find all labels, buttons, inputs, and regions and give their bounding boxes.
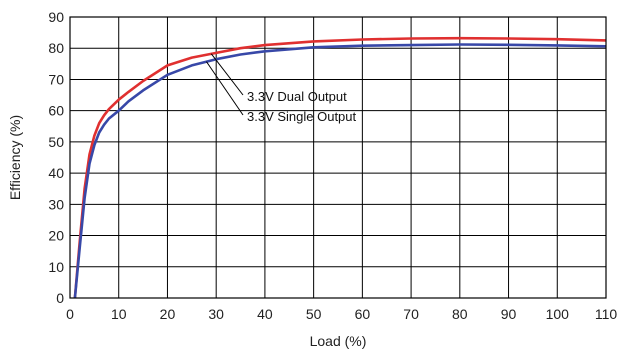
annotation-leader — [206, 61, 244, 116]
y-tick-label: 10 — [48, 259, 64, 275]
y-tick-label: 50 — [48, 134, 64, 150]
y-tick-label: 60 — [48, 103, 64, 119]
x-tick-label: 100 — [546, 306, 570, 322]
x-tick-label: 20 — [160, 306, 176, 322]
x-tick-label: 80 — [452, 306, 468, 322]
x-tick-label: 70 — [403, 306, 419, 322]
series-line-3-3v-single-output — [73, 43, 607, 299]
x-tick-label: 90 — [501, 306, 517, 322]
annotation-label: 3.3V Single Output — [247, 109, 357, 124]
x-axis-title: Load (%) — [310, 333, 367, 349]
x-tick-label: 50 — [306, 306, 322, 322]
x-tick-label: 110 — [595, 306, 618, 322]
plot-frame — [69, 16, 607, 299]
annotation-label: 3.3V Dual Output — [247, 89, 347, 104]
y-tick-label: 80 — [48, 40, 64, 56]
series-line-3-3v-dual-output — [73, 36, 607, 299]
x-tick-label: 30 — [208, 306, 224, 322]
x-tick-label: 10 — [111, 306, 127, 322]
y-tick-label: 40 — [48, 165, 64, 181]
y-tick-label: 90 — [48, 9, 64, 25]
y-tick-labels: 0 10 20 30 40 50 60 70 80 90 — [48, 9, 64, 306]
annotations: 3.3V Dual Output 3.3V Single Output — [206, 53, 357, 124]
x-tick-label: 0 — [66, 306, 74, 322]
x-tick-label: 60 — [355, 306, 371, 322]
y-tick-label: 20 — [48, 228, 64, 244]
y-tick-label: 0 — [56, 290, 64, 306]
y-axis-title: Efficiency (%) — [7, 115, 23, 200]
annotation-leader — [210, 53, 244, 96]
x-tick-label: 40 — [257, 306, 273, 322]
y-tick-label: 70 — [48, 71, 64, 87]
y-tick-label: 30 — [48, 196, 64, 212]
x-tick-labels: 0 10 20 30 40 50 60 70 80 90 100 110 — [66, 306, 617, 322]
series-lines — [73, 36, 607, 299]
